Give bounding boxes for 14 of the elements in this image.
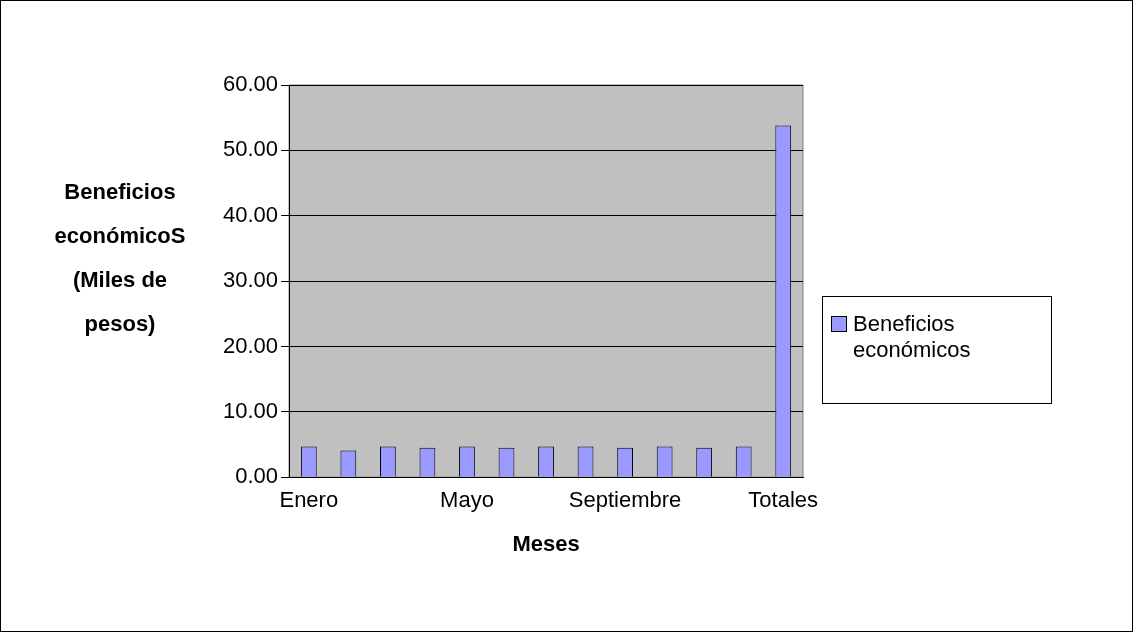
y-tick-label: 60.00 bbox=[222, 71, 279, 97]
y-tick-label: 0.00 bbox=[235, 463, 279, 489]
x-tick-label: Enero bbox=[279, 487, 339, 513]
y-tick-label: 30.00 bbox=[222, 267, 279, 293]
legend-label: Beneficios económicos bbox=[853, 311, 972, 363]
x-axis-title: Meses bbox=[512, 530, 580, 556]
y-tick-label: 40.00 bbox=[222, 201, 279, 227]
y-tick-label: 20.00 bbox=[222, 332, 279, 358]
x-tick-label: Septiembre bbox=[568, 487, 682, 513]
y-tick-label: 10.00 bbox=[222, 397, 279, 423]
x-tick-label: Totales bbox=[748, 487, 819, 513]
y-tick-label: 50.00 bbox=[222, 136, 279, 162]
x-tick-label: Mayo bbox=[440, 487, 494, 513]
y-axis-title: Beneficios económicoS (Miles de pesos) bbox=[53, 178, 187, 338]
